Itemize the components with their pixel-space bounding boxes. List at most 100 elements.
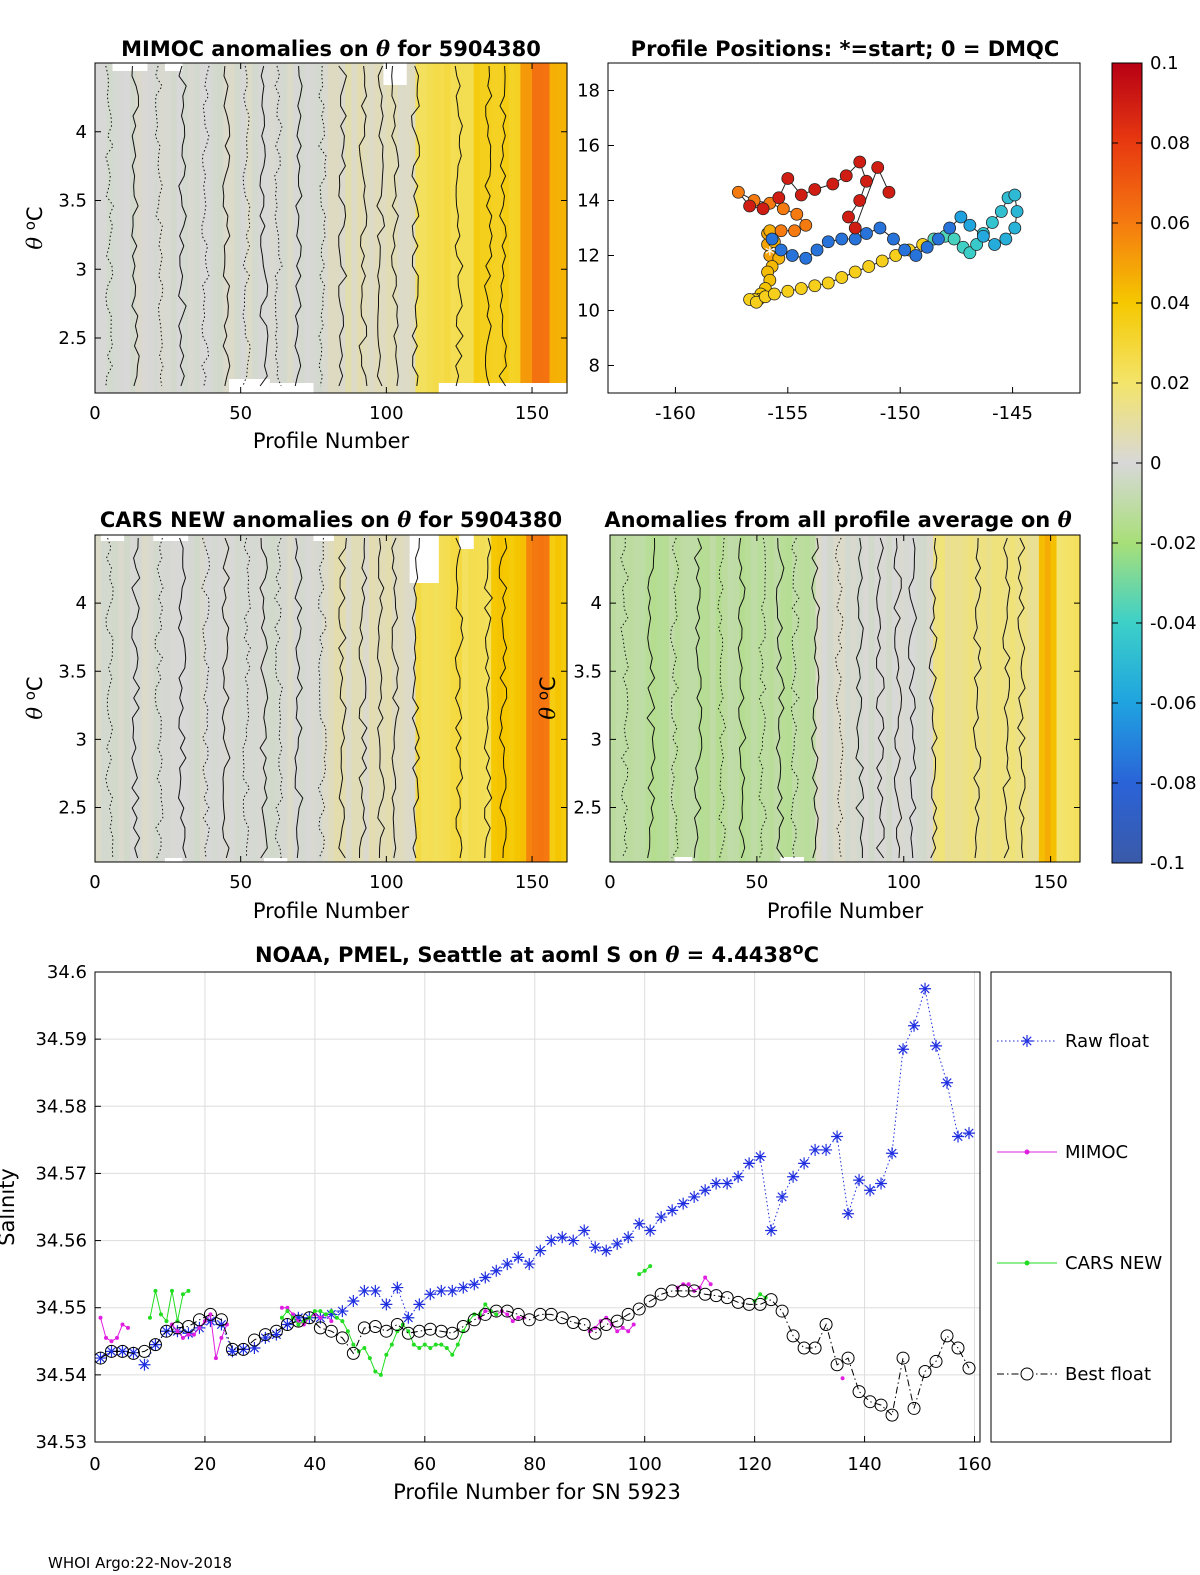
heatmap-cell	[281, 535, 288, 862]
series-point	[290, 1312, 295, 1317]
heatmap-cell	[328, 63, 335, 393]
heatmap-cell	[1056, 535, 1063, 862]
heatmap-cell	[721, 535, 729, 862]
series-line	[149, 1265, 766, 1376]
best-float-point	[456, 1320, 470, 1334]
contour-line	[358, 537, 368, 859]
legend-label: CARS NEW	[1065, 1253, 1162, 1274]
missing-data-gap	[269, 383, 314, 393]
raw-float-point	[644, 1224, 657, 1237]
heatmap-cell	[921, 535, 928, 862]
heatmap-cell	[692, 535, 699, 862]
colorbar-tick-label: 0.08	[1150, 133, 1190, 154]
contour-line	[259, 537, 269, 859]
profile-position-marker	[853, 155, 867, 169]
series-point	[395, 1329, 400, 1334]
heatmap-cell	[792, 535, 799, 862]
raw-float-point	[292, 1311, 305, 1324]
series-point	[615, 1329, 620, 1334]
heatmap-cell	[798, 535, 805, 862]
colorbar-tick-label: -0.04	[1150, 613, 1197, 634]
raw-float-point	[501, 1258, 514, 1271]
raw-float-point	[930, 1039, 943, 1052]
heatmap-cell	[118, 535, 125, 862]
raw-float-point	[281, 1318, 294, 1331]
x-tick-label: 80	[523, 1454, 546, 1475]
x-tick-label: -150	[880, 403, 921, 424]
contour-line	[717, 537, 727, 859]
best-float-point	[225, 1342, 239, 1356]
profile-position-marker	[963, 246, 977, 260]
series-point	[197, 1325, 202, 1330]
contour-line	[154, 65, 164, 387]
contour-line	[410, 65, 420, 387]
x-tick-label: 150	[1033, 872, 1067, 893]
heatmap-cell	[194, 63, 201, 393]
heatmap-cell	[467, 63, 475, 393]
heatmap-cell	[543, 535, 551, 862]
x-tick-label: 160	[957, 1454, 991, 1475]
series-point	[109, 1339, 114, 1344]
raw-float-point	[435, 1284, 448, 1297]
heatmap-cell	[715, 535, 723, 862]
salinity-x-ticks: 0 20 40 60 80 100 120 140 160	[89, 1436, 992, 1475]
profile-position-marker	[794, 188, 808, 202]
heatmap-cell	[398, 63, 405, 393]
raw-float-point	[875, 1177, 888, 1190]
raw-float-point	[842, 1207, 855, 1220]
contour-line	[376, 537, 385, 859]
best-float-point	[302, 1311, 316, 1325]
contour-line	[358, 65, 368, 387]
series-point	[164, 1319, 169, 1324]
best-float-point	[434, 1324, 448, 1338]
heatmap-cell	[223, 535, 230, 862]
x-tick-label: 150	[515, 403, 549, 424]
heatmap-cell	[933, 535, 940, 862]
series-point	[439, 1342, 444, 1347]
raw-float-point	[457, 1281, 470, 1294]
heatmap-cell	[403, 63, 411, 393]
heatmap-cell	[95, 535, 102, 862]
heatmap-cell	[287, 63, 294, 393]
cars-new-axes-box	[94, 534, 568, 863]
heatmap-cell	[223, 63, 230, 393]
best-float-point	[181, 1320, 195, 1334]
profile-position-marker	[799, 251, 813, 265]
series-point	[417, 1346, 422, 1350]
best-float-point	[962, 1361, 976, 1375]
series-point	[362, 1346, 367, 1350]
raw-float-point	[798, 1157, 811, 1170]
heatmap-cell	[555, 63, 562, 393]
mimoc-x-label: Profile Number	[253, 429, 410, 453]
raw-float-point	[919, 982, 932, 995]
contour-line	[391, 537, 400, 859]
series-point	[483, 1309, 488, 1314]
series-point	[329, 1309, 334, 1314]
profile-position-marker	[821, 235, 835, 249]
contour-line	[178, 65, 187, 387]
x-tick-label: -160	[655, 403, 696, 424]
profile-position-marker	[994, 205, 1008, 218]
cars-new-heatmap	[95, 535, 568, 862]
y-tick-label: 2.5	[58, 798, 87, 819]
best-float-point	[852, 1385, 866, 1399]
series-point	[494, 1312, 499, 1317]
heatmap-cell	[662, 535, 670, 862]
heatmap-cell	[281, 63, 288, 393]
raw-float-point	[897, 1043, 910, 1056]
profile-position-marker	[776, 202, 790, 216]
raw-float-point	[138, 1358, 151, 1371]
profile-position-marker	[774, 224, 788, 238]
legend-label: MIMOC	[1065, 1142, 1128, 1163]
heatmap-cell	[497, 535, 504, 862]
best-float-point	[709, 1289, 723, 1303]
mimoc-y-ticks: 2.5 3 3.5 4	[58, 122, 567, 349]
series-point	[285, 1305, 290, 1310]
best-float-point	[390, 1318, 404, 1331]
series-point	[186, 1288, 191, 1293]
raw-float-point	[699, 1184, 712, 1197]
all-profile-axes-box	[609, 534, 1081, 863]
heatmap-cell	[106, 63, 114, 393]
mimoc-contours	[105, 65, 507, 387]
profile-position-marker	[808, 183, 822, 196]
